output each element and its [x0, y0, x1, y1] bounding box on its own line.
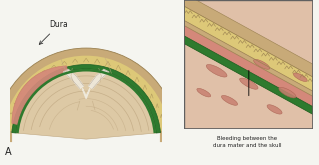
Polygon shape [184, 0, 313, 77]
Wedge shape [0, 48, 177, 132]
Ellipse shape [293, 73, 307, 82]
Polygon shape [89, 70, 109, 89]
FancyBboxPatch shape [184, 0, 313, 129]
Ellipse shape [197, 88, 211, 97]
Polygon shape [12, 66, 68, 125]
Ellipse shape [206, 65, 227, 77]
Polygon shape [184, 21, 313, 97]
Polygon shape [184, 36, 313, 115]
Ellipse shape [279, 87, 296, 98]
Wedge shape [12, 65, 160, 133]
Wedge shape [16, 69, 156, 133]
Ellipse shape [254, 59, 270, 69]
Polygon shape [82, 89, 90, 99]
Polygon shape [184, 6, 313, 91]
Wedge shape [3, 56, 169, 133]
Wedge shape [16, 69, 156, 139]
Text: Bleeding between the
dura mater and the skull: Bleeding between the dura mater and the … [213, 136, 281, 148]
Ellipse shape [240, 78, 258, 89]
Polygon shape [184, 26, 313, 107]
Text: Dura: Dura [39, 20, 68, 44]
Text: A: A [5, 147, 11, 157]
Ellipse shape [267, 105, 282, 114]
Polygon shape [63, 70, 84, 89]
Ellipse shape [221, 95, 238, 105]
